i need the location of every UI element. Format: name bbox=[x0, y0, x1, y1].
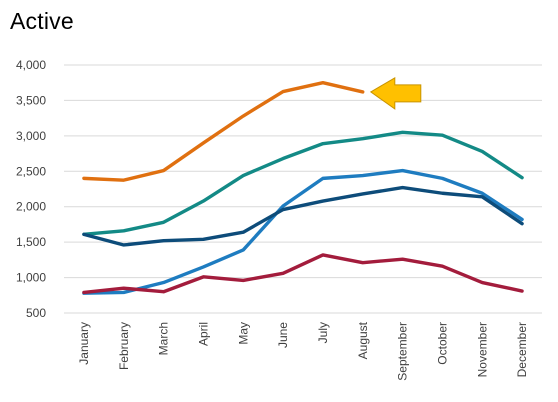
x-tick-label: February bbox=[117, 322, 131, 370]
x-tick-label: November bbox=[475, 322, 489, 377]
series-lines bbox=[82, 81, 524, 295]
x-tick-label: April bbox=[196, 322, 210, 346]
x-tick-label: October bbox=[435, 322, 449, 365]
x-tick-label: March bbox=[157, 322, 171, 355]
y-tick-label: 4,000 bbox=[16, 58, 46, 72]
x-tick-label: August bbox=[356, 321, 370, 359]
y-tick-label: 3,500 bbox=[16, 93, 46, 107]
y-tick-label: 2,500 bbox=[16, 164, 46, 178]
arrow-annotation bbox=[369, 77, 422, 110]
x-tick-label: June bbox=[276, 322, 290, 348]
y-axis-ticks: 500 1,000 1,500 2,000 2,500 3,000 3,500 4,000 bbox=[16, 58, 46, 320]
series-line-4 bbox=[82, 185, 524, 247]
x-tick-label: January bbox=[77, 322, 91, 365]
x-axis-ticks: January February March April May June July Augu… bbox=[77, 321, 529, 380]
y-tick-label: 3,000 bbox=[16, 129, 46, 143]
x-tick-label: July bbox=[316, 322, 330, 343]
x-tick-label: December bbox=[515, 322, 529, 377]
y-tick-label: 1,500 bbox=[16, 235, 46, 249]
y-tick-label: 2,000 bbox=[16, 200, 46, 214]
x-tick-label: September bbox=[396, 322, 410, 381]
series-line-1 bbox=[82, 81, 365, 182]
annotation bbox=[369, 77, 422, 110]
series-line-2 bbox=[82, 130, 524, 237]
y-tick-label: 1,000 bbox=[16, 271, 46, 285]
series-line-5 bbox=[82, 253, 524, 295]
y-tick-label: 500 bbox=[26, 306, 46, 320]
chart-title: Active bbox=[10, 8, 74, 34]
series-line-3 bbox=[82, 168, 524, 295]
x-tick-label: May bbox=[236, 322, 250, 345]
